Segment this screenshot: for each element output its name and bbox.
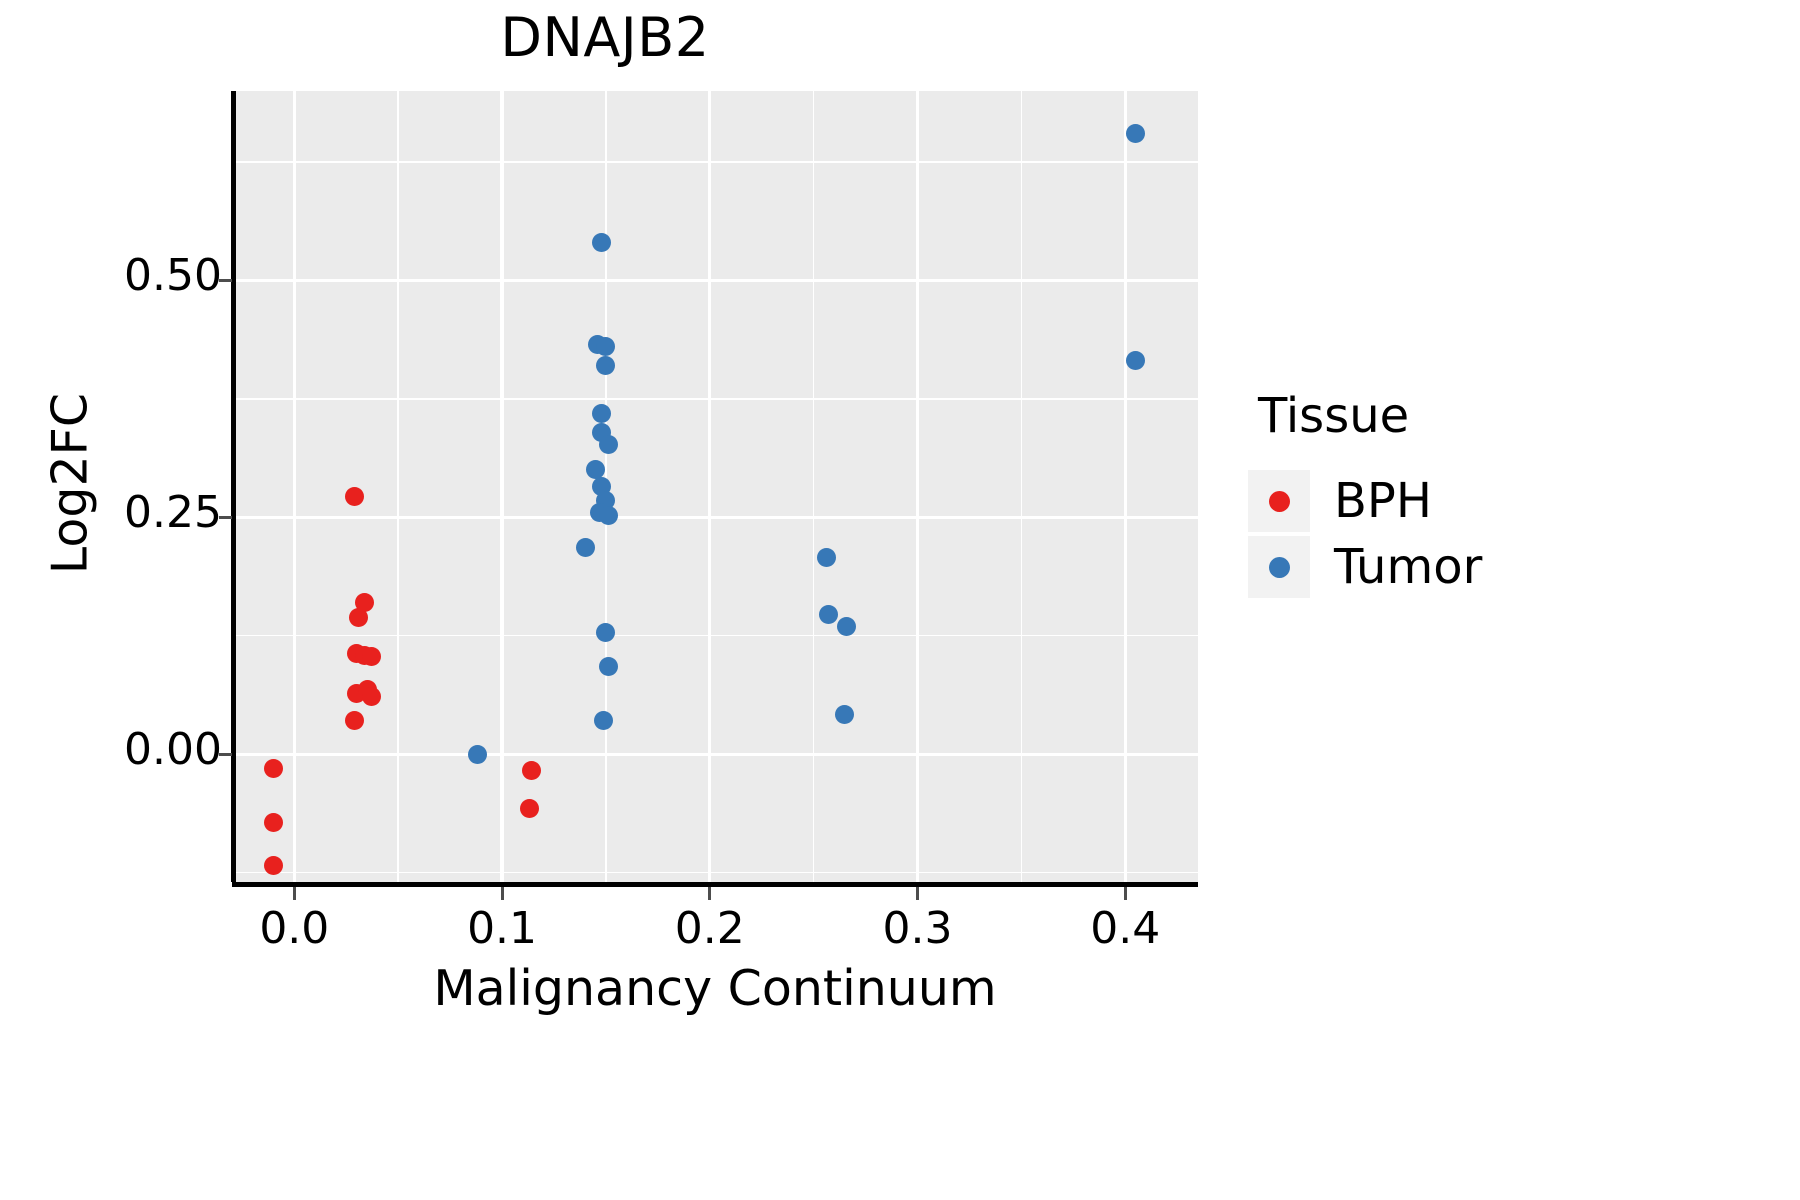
data-point-tumor	[598, 657, 618, 677]
x-axis-tick	[708, 887, 712, 900]
legend-dot-icon	[1268, 556, 1290, 578]
gridline-horizontal	[232, 752, 1198, 756]
data-point-bph	[361, 647, 381, 667]
x-axis-tick	[916, 887, 920, 900]
data-point-tumor	[816, 547, 836, 567]
data-point-tumor	[596, 623, 616, 643]
legend-key	[1248, 536, 1310, 598]
gridline-vertical	[500, 91, 504, 882]
x-axis-tick-label: 0.2	[674, 903, 745, 954]
y-axis-tick-label: 0.25	[124, 487, 222, 539]
x-axis-tick-label: 0.4	[1090, 903, 1161, 954]
data-point-tumor	[598, 505, 618, 525]
legend-dot-icon	[1268, 490, 1290, 512]
data-point-tumor	[575, 538, 595, 558]
legend-label: BPH	[1334, 473, 1432, 529]
gridline-horizontal-minor	[232, 161, 1198, 163]
data-point-tumor	[596, 337, 616, 357]
data-point-bph	[355, 593, 375, 613]
data-point-tumor	[586, 460, 606, 480]
gridline-vertical	[708, 91, 712, 882]
data-point-tumor	[592, 233, 612, 253]
x-axis-tick	[500, 887, 504, 900]
legend-label: Tumor	[1334, 539, 1483, 595]
data-point-bph	[264, 812, 284, 832]
page-title: DNAJB2	[500, 6, 710, 69]
x-axis-tick-label: 0.0	[259, 903, 330, 954]
gridline-vertical	[915, 91, 920, 882]
gridline-horizontal-minor	[232, 398, 1198, 400]
data-point-tumor	[598, 434, 618, 454]
gridline-vertical	[1123, 91, 1127, 882]
gridline-vertical-minor	[397, 91, 399, 882]
legend-item-bph[interactable]: BPH	[1248, 470, 1788, 532]
x-axis-tick	[1123, 887, 1127, 900]
data-point-tumor	[1126, 351, 1146, 371]
legend-key	[1248, 470, 1310, 532]
y-axis-tick-label: 0.00	[124, 724, 222, 776]
data-point-tumor	[592, 403, 612, 423]
x-axis-tick	[292, 887, 296, 900]
legend: Tissue BPH Tumor	[1248, 388, 1788, 602]
gridline-horizontal	[232, 278, 1198, 283]
x-axis-tick-label: 0.1	[467, 903, 538, 954]
x-axis-tick-label: 0.3	[882, 903, 953, 954]
data-point-bph	[264, 856, 284, 876]
x-axis-line	[232, 882, 1198, 887]
data-point-tumor	[818, 605, 838, 625]
gridline-horizontal-minor	[232, 871, 1198, 874]
gridline-vertical-minor	[1020, 91, 1023, 882]
data-point-tumor	[596, 356, 616, 376]
data-point-bph	[349, 608, 369, 628]
y-axis-line	[231, 91, 236, 882]
legend-entries: BPH Tumor	[1248, 470, 1788, 598]
data-point-tumor	[837, 616, 857, 636]
gridline-vertical	[292, 91, 296, 882]
data-point-bph	[521, 760, 541, 780]
legend-item-tumor[interactable]: Tumor	[1248, 536, 1788, 598]
y-axis-tick-label: 0.50	[124, 250, 222, 302]
data-point-bph	[264, 758, 284, 778]
gridline-horizontal	[232, 515, 1198, 519]
plot-panel	[232, 91, 1198, 882]
legend-title: Tissue	[1258, 388, 1410, 444]
x-axis-title: Malignancy Continuum	[433, 960, 997, 1017]
data-point-tumor	[467, 744, 487, 764]
y-axis-tick	[219, 515, 232, 519]
data-point-tumor	[835, 704, 855, 724]
data-point-tumor	[594, 711, 614, 731]
data-point-bph	[519, 798, 539, 818]
y-axis-tick	[219, 752, 232, 756]
y-axis-tick	[219, 278, 232, 282]
data-point-bph	[345, 711, 365, 731]
data-point-tumor	[1126, 124, 1146, 144]
data-point-bph	[361, 686, 381, 706]
data-point-bph	[345, 486, 365, 506]
gridline-vertical-minor	[812, 91, 815, 882]
y-axis-title: Log2FC	[41, 392, 99, 575]
gridline-horizontal-minor	[232, 634, 1198, 637]
